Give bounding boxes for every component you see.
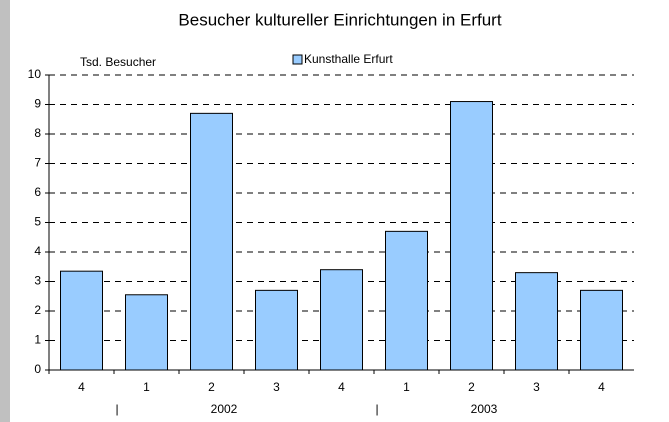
group-separator: | (115, 402, 118, 416)
x-tick-label: 2 (468, 380, 475, 394)
bar (580, 289, 623, 371)
y-tick-label: 6 (34, 185, 41, 199)
y-tick-label: 8 (34, 126, 41, 140)
y-tick-label: 3 (34, 274, 41, 288)
bar (255, 289, 298, 371)
x-tick-label: 4 (78, 380, 85, 394)
bar (125, 294, 168, 371)
y-tick-label: 10 (28, 67, 42, 81)
legend-swatch (292, 54, 303, 65)
x-tick-label: 3 (533, 380, 540, 394)
group-label: 2002 (211, 402, 238, 416)
bar (190, 112, 233, 371)
y-tick-label: 7 (34, 156, 41, 170)
y-tick-label: 4 (34, 244, 41, 258)
x-tick-label: 4 (338, 380, 345, 394)
x-tick-label: 4 (598, 380, 605, 394)
group-separator: | (375, 402, 378, 416)
bar (450, 101, 493, 371)
bar (385, 230, 428, 371)
y-tick-label: 5 (34, 215, 41, 229)
y-axis-label: Tsd. Besucher (80, 55, 156, 69)
y-tick-label: 1 (34, 333, 41, 347)
x-tick-label: 1 (403, 380, 410, 394)
y-tick-label: 0 (34, 362, 41, 376)
x-tick-label: 2 (208, 380, 215, 394)
x-tick-label: 3 (273, 380, 280, 394)
bar (515, 272, 558, 371)
bar (320, 269, 363, 371)
y-tick-label: 9 (34, 97, 41, 111)
x-tick-label: 1 (143, 380, 150, 394)
chart-title: Besucher kultureller Einrichtungen in Er… (178, 10, 501, 29)
bar (60, 270, 103, 371)
y-tick-label: 2 (34, 303, 41, 317)
legend-label: Kunsthalle Erfurt (304, 52, 393, 66)
group-label: 2003 (471, 402, 498, 416)
side-strip (0, 0, 10, 422)
